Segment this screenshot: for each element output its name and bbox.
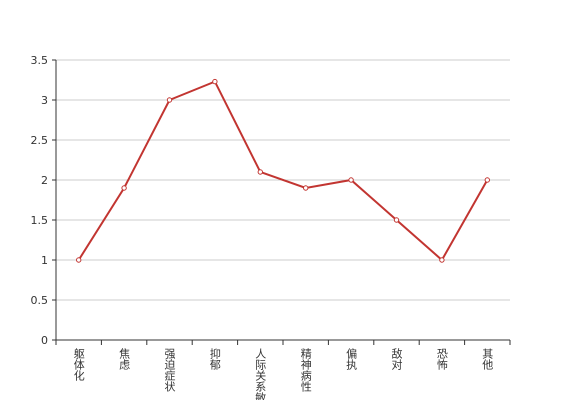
x-tick-label: 偏执	[345, 347, 358, 371]
point	[76, 257, 82, 263]
x-tick-label: 抑郁	[208, 347, 221, 370]
point	[439, 257, 445, 263]
point	[257, 169, 263, 175]
point	[121, 185, 127, 191]
point	[484, 177, 490, 183]
x-tick-label: 人际关系敏感	[254, 348, 267, 400]
point	[393, 217, 400, 223]
x-tick-label: 焦虑	[118, 348, 131, 370]
y-tick-label: 3.5	[31, 54, 49, 67]
x-tick-label: 躯体化	[72, 348, 85, 382]
x-tick-label: 强迫症状	[163, 348, 176, 392]
y-tick-label: 2.5	[31, 134, 49, 147]
y-tick-label: 0.5	[31, 294, 49, 307]
x-tick-label: 恐怖	[435, 348, 448, 370]
point	[212, 78, 218, 85]
line	[77, 80, 489, 262]
y-tick-label: 2	[41, 174, 48, 187]
x-tick-label: 敌对	[390, 347, 403, 370]
point	[348, 177, 354, 183]
x-tick-label: 其他	[481, 348, 494, 370]
point	[303, 185, 309, 191]
x-tick-label: 精神病性	[299, 348, 312, 393]
point	[166, 97, 173, 103]
y-tick-label: 1	[41, 254, 48, 267]
y-tick-label: 0	[41, 334, 48, 347]
y-tick-label: 3	[41, 94, 48, 107]
y-tick-label: 1.5	[31, 214, 49, 227]
